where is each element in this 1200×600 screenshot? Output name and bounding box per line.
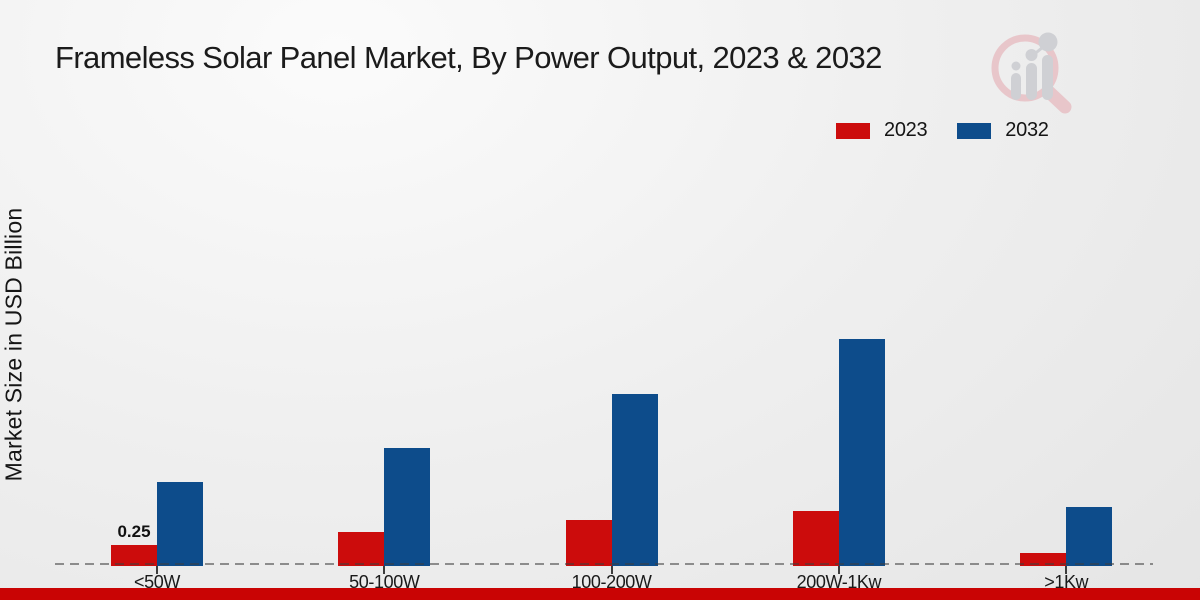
bar-2032-100-200W bbox=[611, 393, 658, 566]
bar-2023-50-100W bbox=[338, 532, 385, 566]
x-axis-tick bbox=[156, 566, 158, 574]
bottom-accent-strip bbox=[0, 588, 1200, 600]
x-axis-category-label: 200W-1Kw bbox=[796, 572, 882, 592]
x-axis-baseline bbox=[55, 563, 1153, 565]
x-axis-tick bbox=[610, 566, 613, 574]
bar-2032->1Kw bbox=[1066, 507, 1113, 566]
x-axis-category-label: 100-200W bbox=[571, 572, 652, 592]
x-axis-category-label: <50W bbox=[134, 572, 180, 592]
bar-2032-<50W bbox=[157, 482, 203, 566]
legend-label-2032: 2032 bbox=[1005, 119, 1049, 141]
magnifier-growth-chart-icon bbox=[991, 32, 1072, 114]
legend-item-2023: 2023 bbox=[836, 119, 928, 142]
bar-2023-<50W bbox=[111, 545, 157, 566]
x-axis-category-label: 50-100W bbox=[349, 572, 420, 592]
bar-2023-100-200W bbox=[565, 519, 612, 566]
legend: 2023 2032 bbox=[836, 119, 1049, 142]
x-axis-category-label: >1Kw bbox=[1044, 572, 1089, 592]
page-title: Frameless Solar Panel Market, By Power O… bbox=[55, 40, 882, 75]
legend-swatch-2023 bbox=[836, 122, 870, 139]
bar-2023->1Kw bbox=[1020, 553, 1067, 566]
legend-item-2032: 2032 bbox=[957, 119, 1049, 142]
x-axis-tick bbox=[383, 566, 386, 574]
legend-swatch-2032 bbox=[957, 122, 992, 139]
bar-2032-200W-1Kw bbox=[838, 339, 885, 566]
x-axis-tick bbox=[837, 566, 840, 574]
bar-2023-200W-1Kw bbox=[792, 511, 839, 566]
bar-value-label: 0.25 bbox=[117, 522, 151, 541]
legend-label-2023: 2023 bbox=[884, 119, 928, 141]
bar-2032-50-100W bbox=[384, 448, 431, 566]
x-axis-tick bbox=[1065, 566, 1068, 574]
